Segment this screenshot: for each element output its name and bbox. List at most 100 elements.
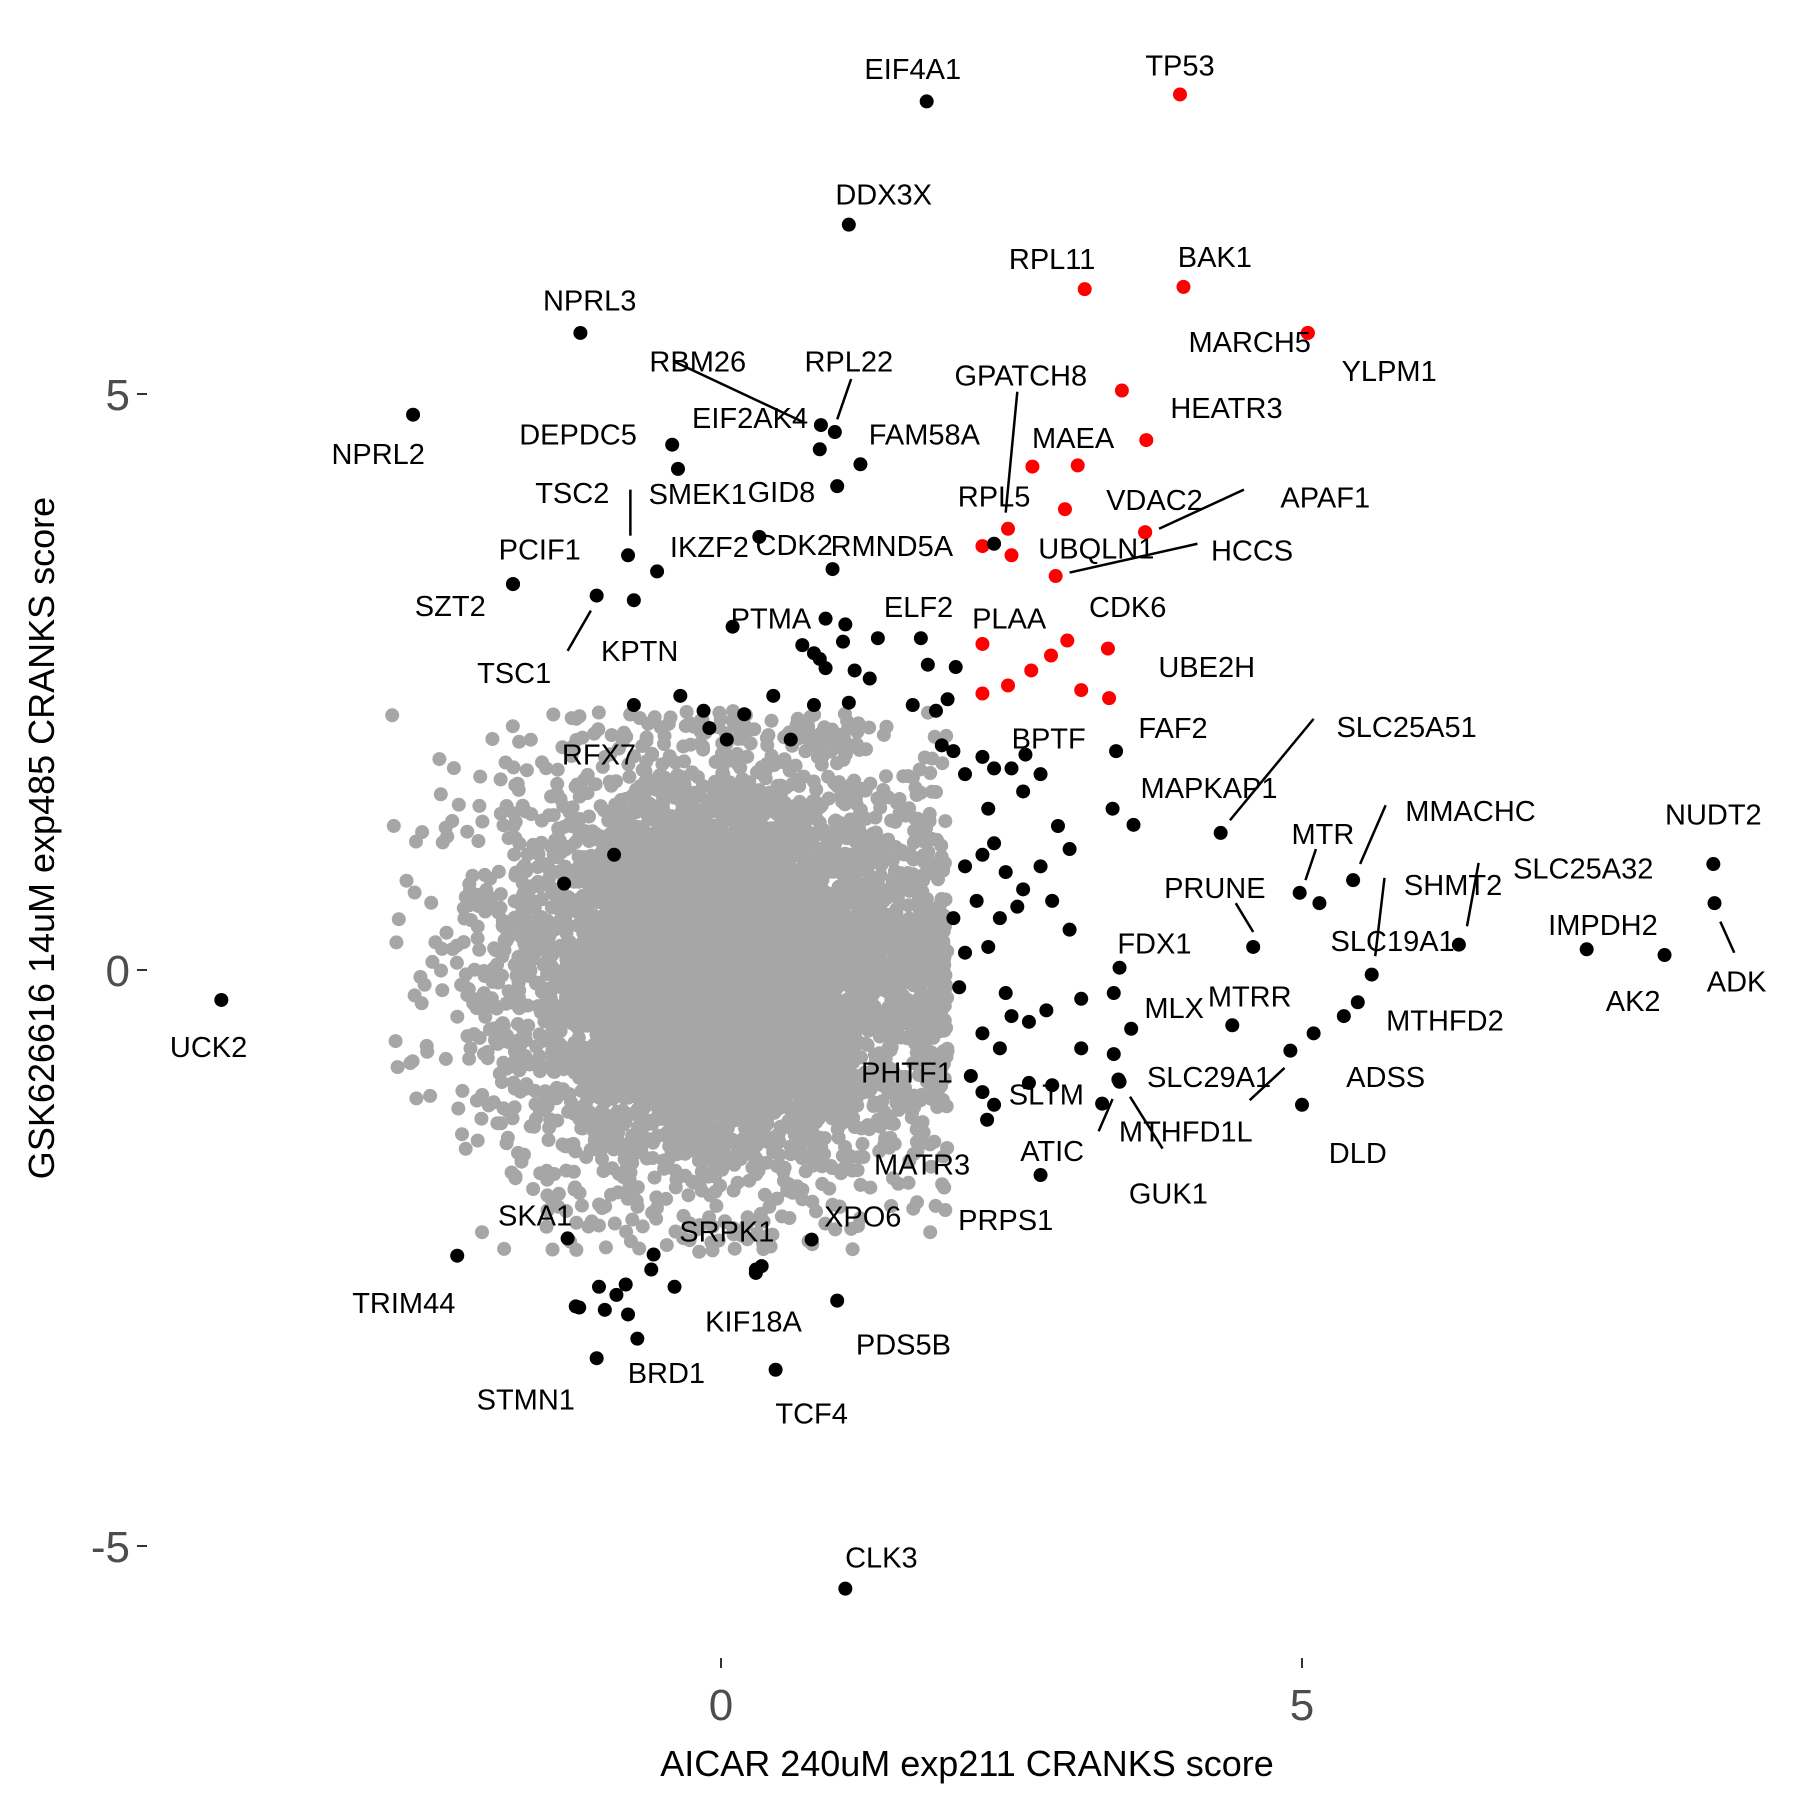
background-point xyxy=(581,1219,596,1234)
background-point xyxy=(477,1047,491,1061)
background-point xyxy=(676,739,691,754)
background-point xyxy=(550,762,565,777)
background-point xyxy=(929,785,943,799)
background-point xyxy=(580,767,595,782)
background-point xyxy=(836,752,851,767)
background-point xyxy=(850,977,864,992)
background-point xyxy=(659,1191,674,1206)
background-point xyxy=(645,746,660,761)
background-point xyxy=(534,813,549,828)
background-point xyxy=(575,823,590,838)
background-point xyxy=(433,787,448,802)
background-point xyxy=(434,963,448,978)
background-point xyxy=(385,708,400,723)
background-point xyxy=(399,873,414,888)
background-point xyxy=(492,1066,507,1081)
background-point xyxy=(389,935,404,950)
background-point xyxy=(467,962,482,977)
background-point xyxy=(574,1198,589,1213)
background-point xyxy=(463,1041,478,1056)
background-point xyxy=(821,1077,836,1092)
background-point xyxy=(540,1203,555,1218)
background-point xyxy=(659,1238,674,1253)
background-point xyxy=(764,748,779,763)
background-point xyxy=(435,983,450,998)
background-point xyxy=(763,1239,778,1254)
background-point xyxy=(764,713,779,728)
background-point xyxy=(403,1056,418,1071)
background-point xyxy=(529,1039,544,1054)
background-point xyxy=(927,863,942,878)
background-point xyxy=(795,1182,810,1197)
background-point xyxy=(923,1225,938,1240)
background-point xyxy=(391,912,406,927)
background-point xyxy=(497,933,512,948)
background-point xyxy=(532,1027,547,1042)
background-point xyxy=(845,1242,860,1257)
background-point xyxy=(508,868,523,883)
background-point xyxy=(881,1041,896,1056)
background-point xyxy=(938,968,953,983)
background-point xyxy=(493,887,508,902)
background-point xyxy=(592,1197,607,1212)
background-point xyxy=(622,769,637,784)
background-point xyxy=(794,1144,809,1159)
background-point xyxy=(883,1003,898,1018)
background-point xyxy=(491,864,506,879)
background-point xyxy=(470,931,485,946)
background-point xyxy=(884,1199,899,1213)
background-point xyxy=(706,1236,721,1251)
background-point xyxy=(694,1164,709,1179)
background-point xyxy=(531,847,546,862)
background-point xyxy=(657,770,672,785)
background-point xyxy=(572,789,587,804)
background-point xyxy=(508,1171,523,1186)
background-point xyxy=(445,942,460,956)
background-point xyxy=(692,1244,707,1259)
background-point xyxy=(641,807,656,821)
background-point xyxy=(439,925,454,940)
background-point xyxy=(776,1173,791,1188)
background-point xyxy=(514,929,528,944)
background-point xyxy=(928,1198,943,1213)
background-point xyxy=(821,769,836,784)
background-point xyxy=(896,769,911,784)
background-point xyxy=(630,1199,645,1214)
background-point xyxy=(569,711,584,726)
background-point xyxy=(913,1119,927,1134)
background-point xyxy=(937,1071,952,1086)
background-point xyxy=(834,786,849,801)
background-point xyxy=(901,1175,916,1190)
background-point xyxy=(749,1167,764,1182)
background-point xyxy=(848,869,863,884)
background-point xyxy=(876,893,891,908)
background-point xyxy=(488,1033,502,1048)
background-point xyxy=(907,1100,922,1115)
background-point xyxy=(390,1060,405,1075)
background-point xyxy=(505,719,520,734)
background-point xyxy=(456,935,471,950)
background-point xyxy=(908,1056,923,1071)
background-point xyxy=(518,804,533,819)
background-point xyxy=(807,707,822,722)
background-point xyxy=(425,954,440,969)
background-point xyxy=(825,1197,840,1212)
background-point xyxy=(847,1120,862,1134)
background-point xyxy=(879,978,894,993)
background-point xyxy=(494,1116,509,1131)
background-point xyxy=(608,797,623,812)
background-point xyxy=(912,1068,926,1082)
background-point xyxy=(598,1240,613,1255)
background-point xyxy=(424,895,439,910)
background-point xyxy=(830,1122,845,1137)
background-point xyxy=(838,797,852,812)
background-point xyxy=(522,969,537,984)
background-point xyxy=(472,1030,487,1045)
background-point xyxy=(882,966,897,981)
background-point xyxy=(449,955,464,970)
background-point xyxy=(629,805,644,820)
background-point xyxy=(834,1166,848,1181)
background-point xyxy=(866,1099,881,1113)
background-point xyxy=(922,806,937,821)
